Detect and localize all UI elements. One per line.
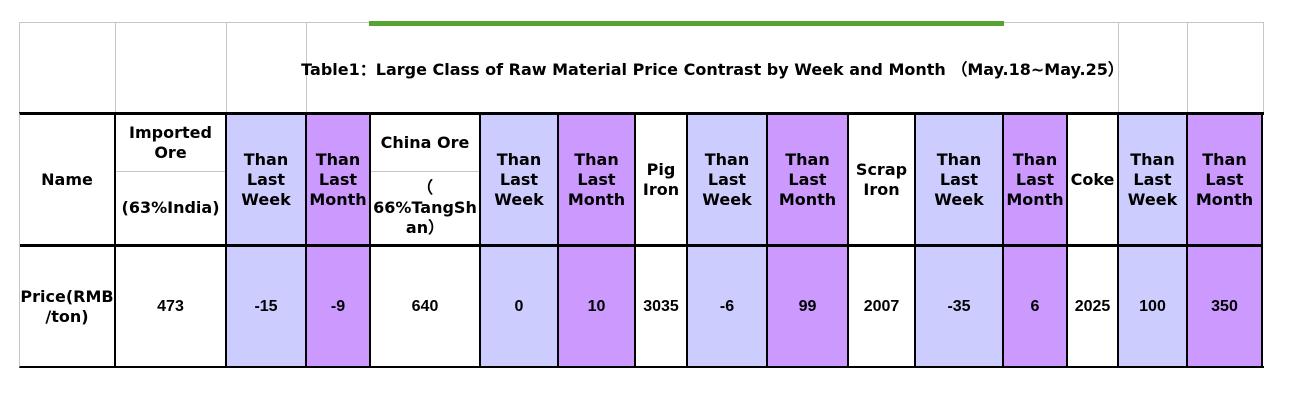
empty-cell bbox=[227, 23, 307, 112]
header-imported-ore-grade: (63%India) bbox=[121, 198, 220, 217]
value-cell-scrap-month: 6 bbox=[1004, 247, 1068, 366]
empty-cell bbox=[116, 23, 227, 112]
value-cell-pig-week: -6 bbox=[688, 247, 768, 366]
value-cell-pig-month: 99 bbox=[768, 247, 849, 366]
value-cell-china-month: 10 bbox=[559, 247, 636, 366]
header-cell-than-last-week-pig: Than Last Week bbox=[688, 115, 768, 247]
value-cell-scrap-iron: 2007 bbox=[849, 247, 916, 366]
empty-cell bbox=[1188, 23, 1264, 112]
raw-material-price-table: Name Imported Ore (63%India) Than Last W… bbox=[19, 112, 1264, 368]
table-title: Table1：Large Class of Raw Material Price… bbox=[301, 23, 1124, 112]
header-cell-name: Name bbox=[20, 115, 116, 247]
header-cell-than-last-month-coke: Than Last Month bbox=[1188, 115, 1263, 247]
value-cell-imported-month: -9 bbox=[307, 247, 371, 366]
value-cell-china-week: 0 bbox=[481, 247, 559, 366]
header-cell-imported-ore: Imported Ore (63%India) bbox=[116, 115, 227, 247]
value-cell-china-ore: 640 bbox=[371, 247, 481, 366]
header-cell-than-last-month-imported: Than Last Month bbox=[307, 115, 371, 247]
spreadsheet-top-row: Table1：Large Class of Raw Material Price… bbox=[19, 22, 1264, 112]
header-cell-than-last-week-china: Than Last Week bbox=[481, 115, 559, 247]
empty-cell bbox=[1119, 23, 1188, 112]
header-cell-than-last-month-scrap: Than Last Month bbox=[1004, 115, 1068, 247]
empty-cell bbox=[20, 23, 116, 112]
header-cell-pig-iron: Pig Iron bbox=[636, 115, 688, 247]
value-cell-imported-week: -15 bbox=[227, 247, 307, 366]
header-imported-ore-label: Imported Ore bbox=[116, 115, 225, 172]
row-label-price: Price(RMB /ton) bbox=[20, 247, 116, 366]
value-cell-coke-week: 100 bbox=[1119, 247, 1188, 366]
green-accent-bar bbox=[369, 21, 1004, 26]
header-cell-coke: Coke bbox=[1068, 115, 1119, 247]
value-cell-coke-month: 350 bbox=[1188, 247, 1263, 366]
value-cell-imported-ore: 473 bbox=[116, 247, 227, 366]
header-cell-scrap-iron: Scrap Iron bbox=[849, 115, 916, 247]
header-cell-than-last-week-coke: Than Last Week bbox=[1119, 115, 1188, 247]
value-cell-coke: 2025 bbox=[1068, 247, 1119, 366]
header-cell-than-last-week-scrap: Than Last Week bbox=[916, 115, 1004, 247]
header-china-ore-label: China Ore bbox=[371, 115, 479, 172]
header-cell-than-last-week-imported: Than Last Week bbox=[227, 115, 307, 247]
value-cell-pig-iron: 3035 bbox=[636, 247, 688, 366]
header-cell-china-ore: China Ore （ 66%TangSh an） bbox=[371, 115, 481, 247]
header-china-ore-grade: （ 66%TangSh an） bbox=[373, 178, 477, 237]
value-cell-scrap-week: -35 bbox=[916, 247, 1004, 366]
header-cell-than-last-month-pig: Than Last Month bbox=[768, 115, 849, 247]
header-cell-than-last-month-china: Than Last Month bbox=[559, 115, 636, 247]
